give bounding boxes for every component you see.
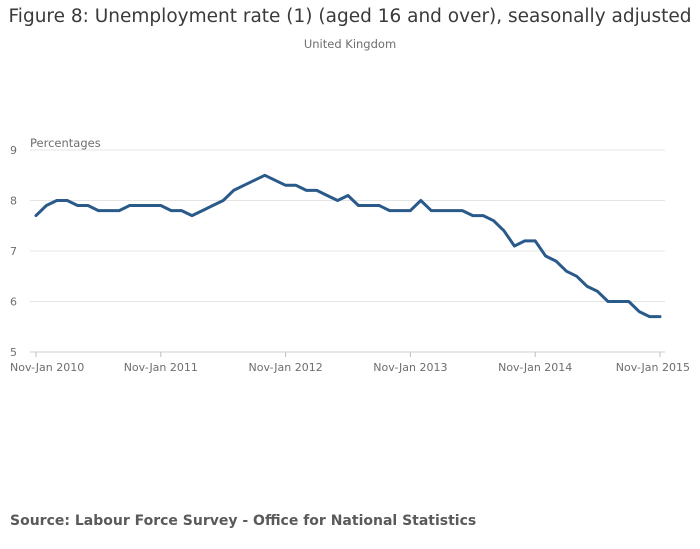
x-tick-label: Nov-Jan 2015 (616, 361, 690, 374)
series-group (34, 173, 662, 319)
x-tick-label: Nov-Jan 2014 (498, 361, 572, 374)
chart-subtitle: United Kingdom (303, 37, 397, 51)
y-tick-label: 6 (10, 296, 17, 309)
x-tick-label: Nov-Jan 2010 (10, 361, 84, 374)
source-note: Source: Labour Force Survey - Office for… (10, 513, 477, 529)
gridlines (30, 149, 665, 302)
y-tick-label: 9 (10, 144, 17, 157)
x-tick-label: Nov-Jan 2013 (373, 361, 447, 374)
series-line-unemployment-rate (34, 173, 662, 319)
chart-title: Figure 8: Unemployment rate (1) (aged 16… (8, 6, 692, 27)
y-axis-label: Percentages (30, 136, 101, 150)
y-tick-label: 7 (10, 245, 17, 258)
y-tick-label: 8 (10, 195, 17, 208)
x-axis-ticks: Nov-Jan 2010 Nov-Jan 2011 Nov-Jan 2012 Nov-… (10, 352, 690, 374)
y-tick-label: 5 (10, 346, 17, 359)
x-tick-label: Nov-Jan 2012 (248, 361, 322, 374)
y-axis-ticks: 5 6 7 8 9 (10, 144, 17, 359)
x-tick-label: Nov-Jan 2011 (124, 361, 198, 374)
